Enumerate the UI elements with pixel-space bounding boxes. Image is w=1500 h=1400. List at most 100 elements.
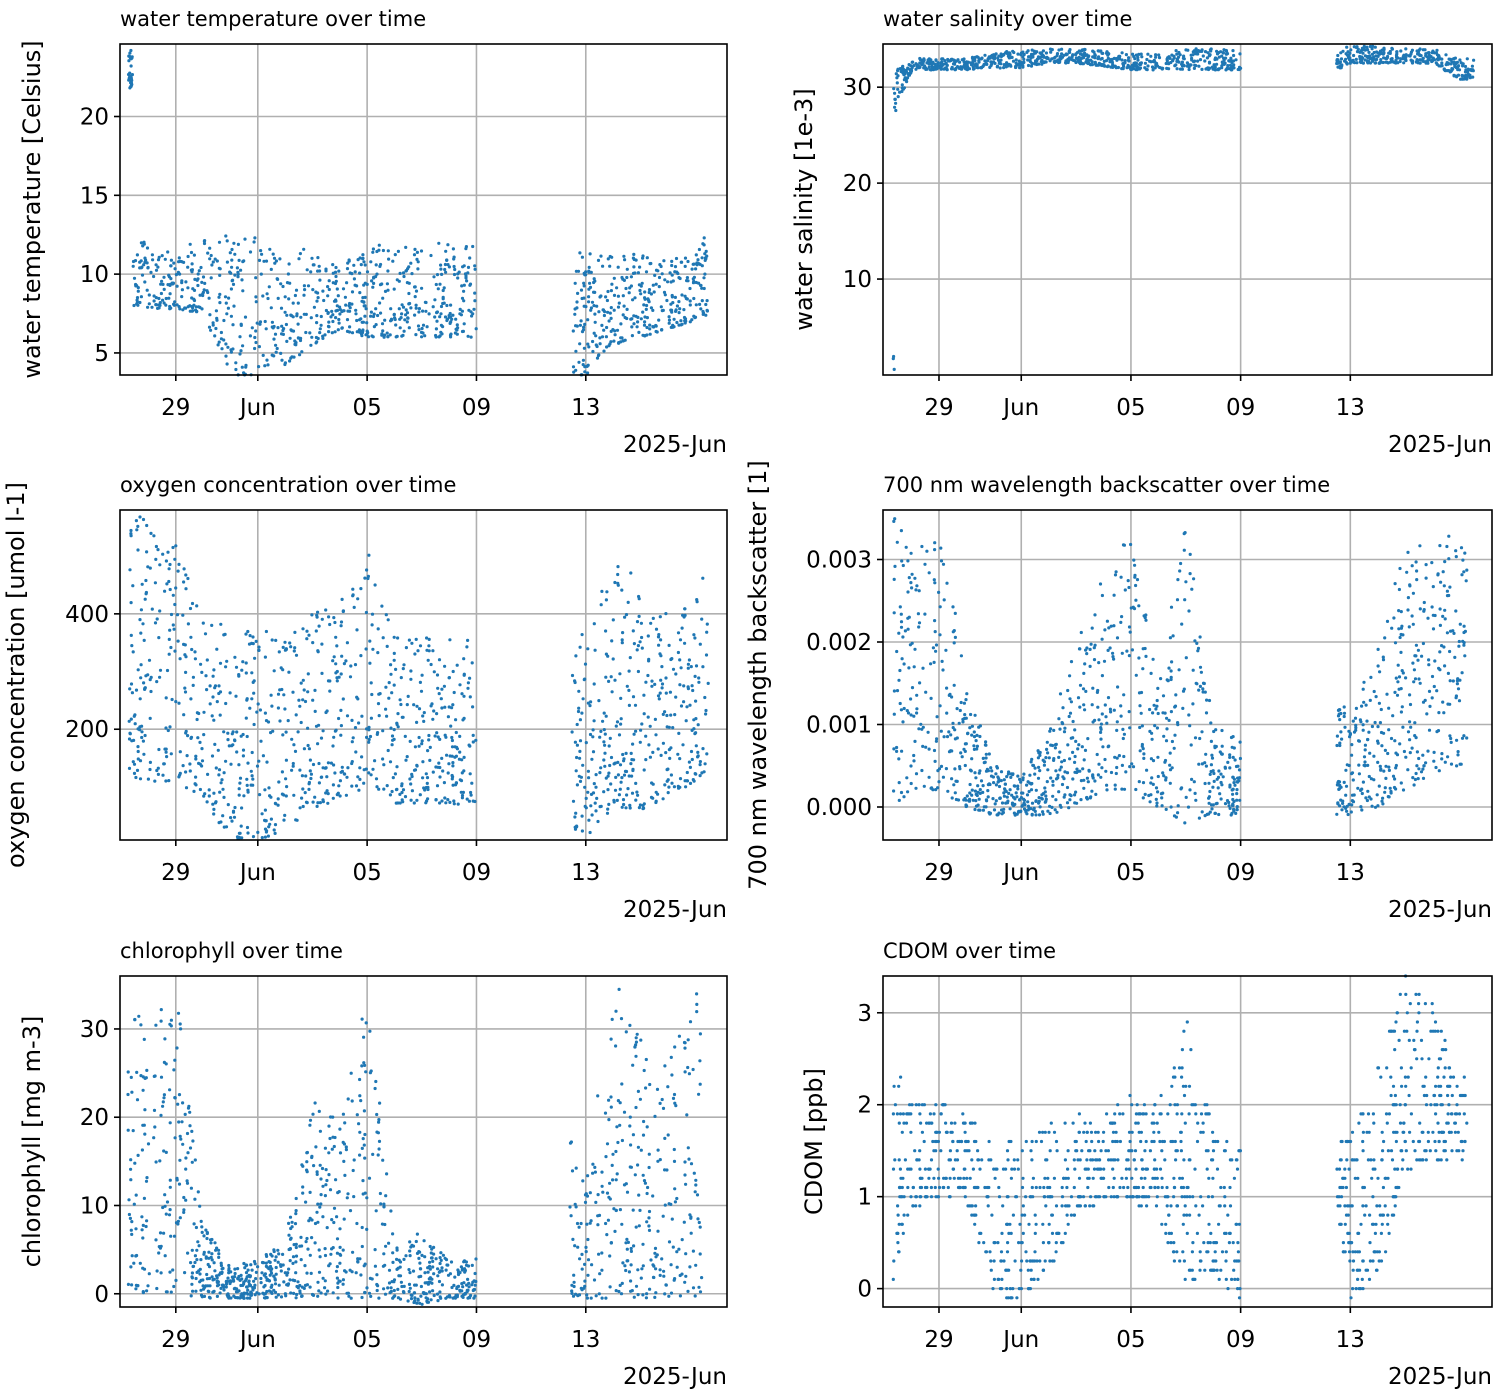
data-point [624,751,628,756]
data-point [1160,796,1164,800]
data-point [595,304,599,308]
data-point [327,287,331,292]
data-point [348,325,352,329]
data-point [224,342,228,346]
data-point [134,775,138,780]
data-point [1149,671,1153,676]
data-point [1362,48,1366,52]
data-point [1381,658,1386,662]
data-point [129,528,133,533]
data-point [194,1289,198,1293]
data-point [442,684,446,688]
data-point [1155,801,1159,805]
data-point [682,700,686,704]
data-point [129,48,133,53]
data-point [405,703,409,707]
data-point [211,674,215,678]
data-point [257,258,262,262]
data-point [578,756,582,760]
data-point [381,729,385,733]
data-point [954,779,958,783]
data-point [950,796,954,800]
data-point [211,260,215,264]
data-point [593,279,597,283]
data-point [663,278,667,282]
data-point [1443,760,1447,764]
data-point [338,312,342,316]
data-point [1088,647,1092,652]
data-point [1463,551,1467,555]
data-point [319,736,324,740]
data-point [622,278,627,282]
data-point [263,788,267,792]
data-point [458,734,462,739]
data-point [1390,47,1394,51]
data-point [634,729,638,733]
data-point [964,803,968,807]
data-point [205,658,209,662]
data-point [186,305,190,309]
data-point [1345,809,1349,813]
data-point [1165,716,1169,720]
x-tick-label: Jun [1001,860,1039,886]
data-point [267,285,271,289]
data-point [248,250,253,254]
data-point [650,679,654,683]
data-point [918,65,922,69]
data-point [294,653,299,657]
data-point [321,729,325,733]
data-point [1065,785,1070,790]
data-point [658,263,662,267]
data-point [1028,773,1032,777]
data-point [190,268,194,272]
data-point [165,582,169,586]
data-point [159,291,163,296]
data-point [966,732,970,736]
data-point [419,249,424,253]
data-point [1187,65,1191,69]
data-point [1394,676,1398,680]
data-point [1203,814,1207,818]
data-point [225,659,229,663]
data-point [1345,62,1349,66]
data-point [1208,772,1212,777]
data-point [1437,666,1441,670]
data-point [255,321,259,325]
data-point [1050,743,1055,748]
data-point [143,280,147,284]
data-point [688,765,693,770]
data-point [1462,734,1466,738]
data-point [368,734,373,739]
data-point [197,711,201,716]
data-point [242,794,246,798]
data-point [168,304,172,309]
data-point [439,330,443,334]
data-point [184,729,188,733]
data-point [142,681,146,685]
data-point [1133,573,1137,577]
data-point [1193,59,1197,63]
data-point [705,308,709,312]
data-point [653,717,658,722]
data-point [1212,63,1216,67]
data-point [622,759,626,763]
data-point [612,798,616,802]
data-point [466,681,470,685]
data-point [635,790,639,794]
data-point [688,303,692,307]
data-point [1073,728,1077,732]
data-point [602,758,606,762]
data-point [673,270,677,274]
data-point [1455,764,1459,768]
data-point [253,656,257,660]
data-point [239,349,243,353]
data-point [1161,771,1165,775]
data-point [417,307,421,311]
data-point [628,286,632,290]
data-point [274,259,278,263]
data-point [250,750,254,755]
data-point [208,257,212,261]
data-point [640,281,644,285]
data-point [1414,643,1418,647]
data-point [606,310,610,314]
